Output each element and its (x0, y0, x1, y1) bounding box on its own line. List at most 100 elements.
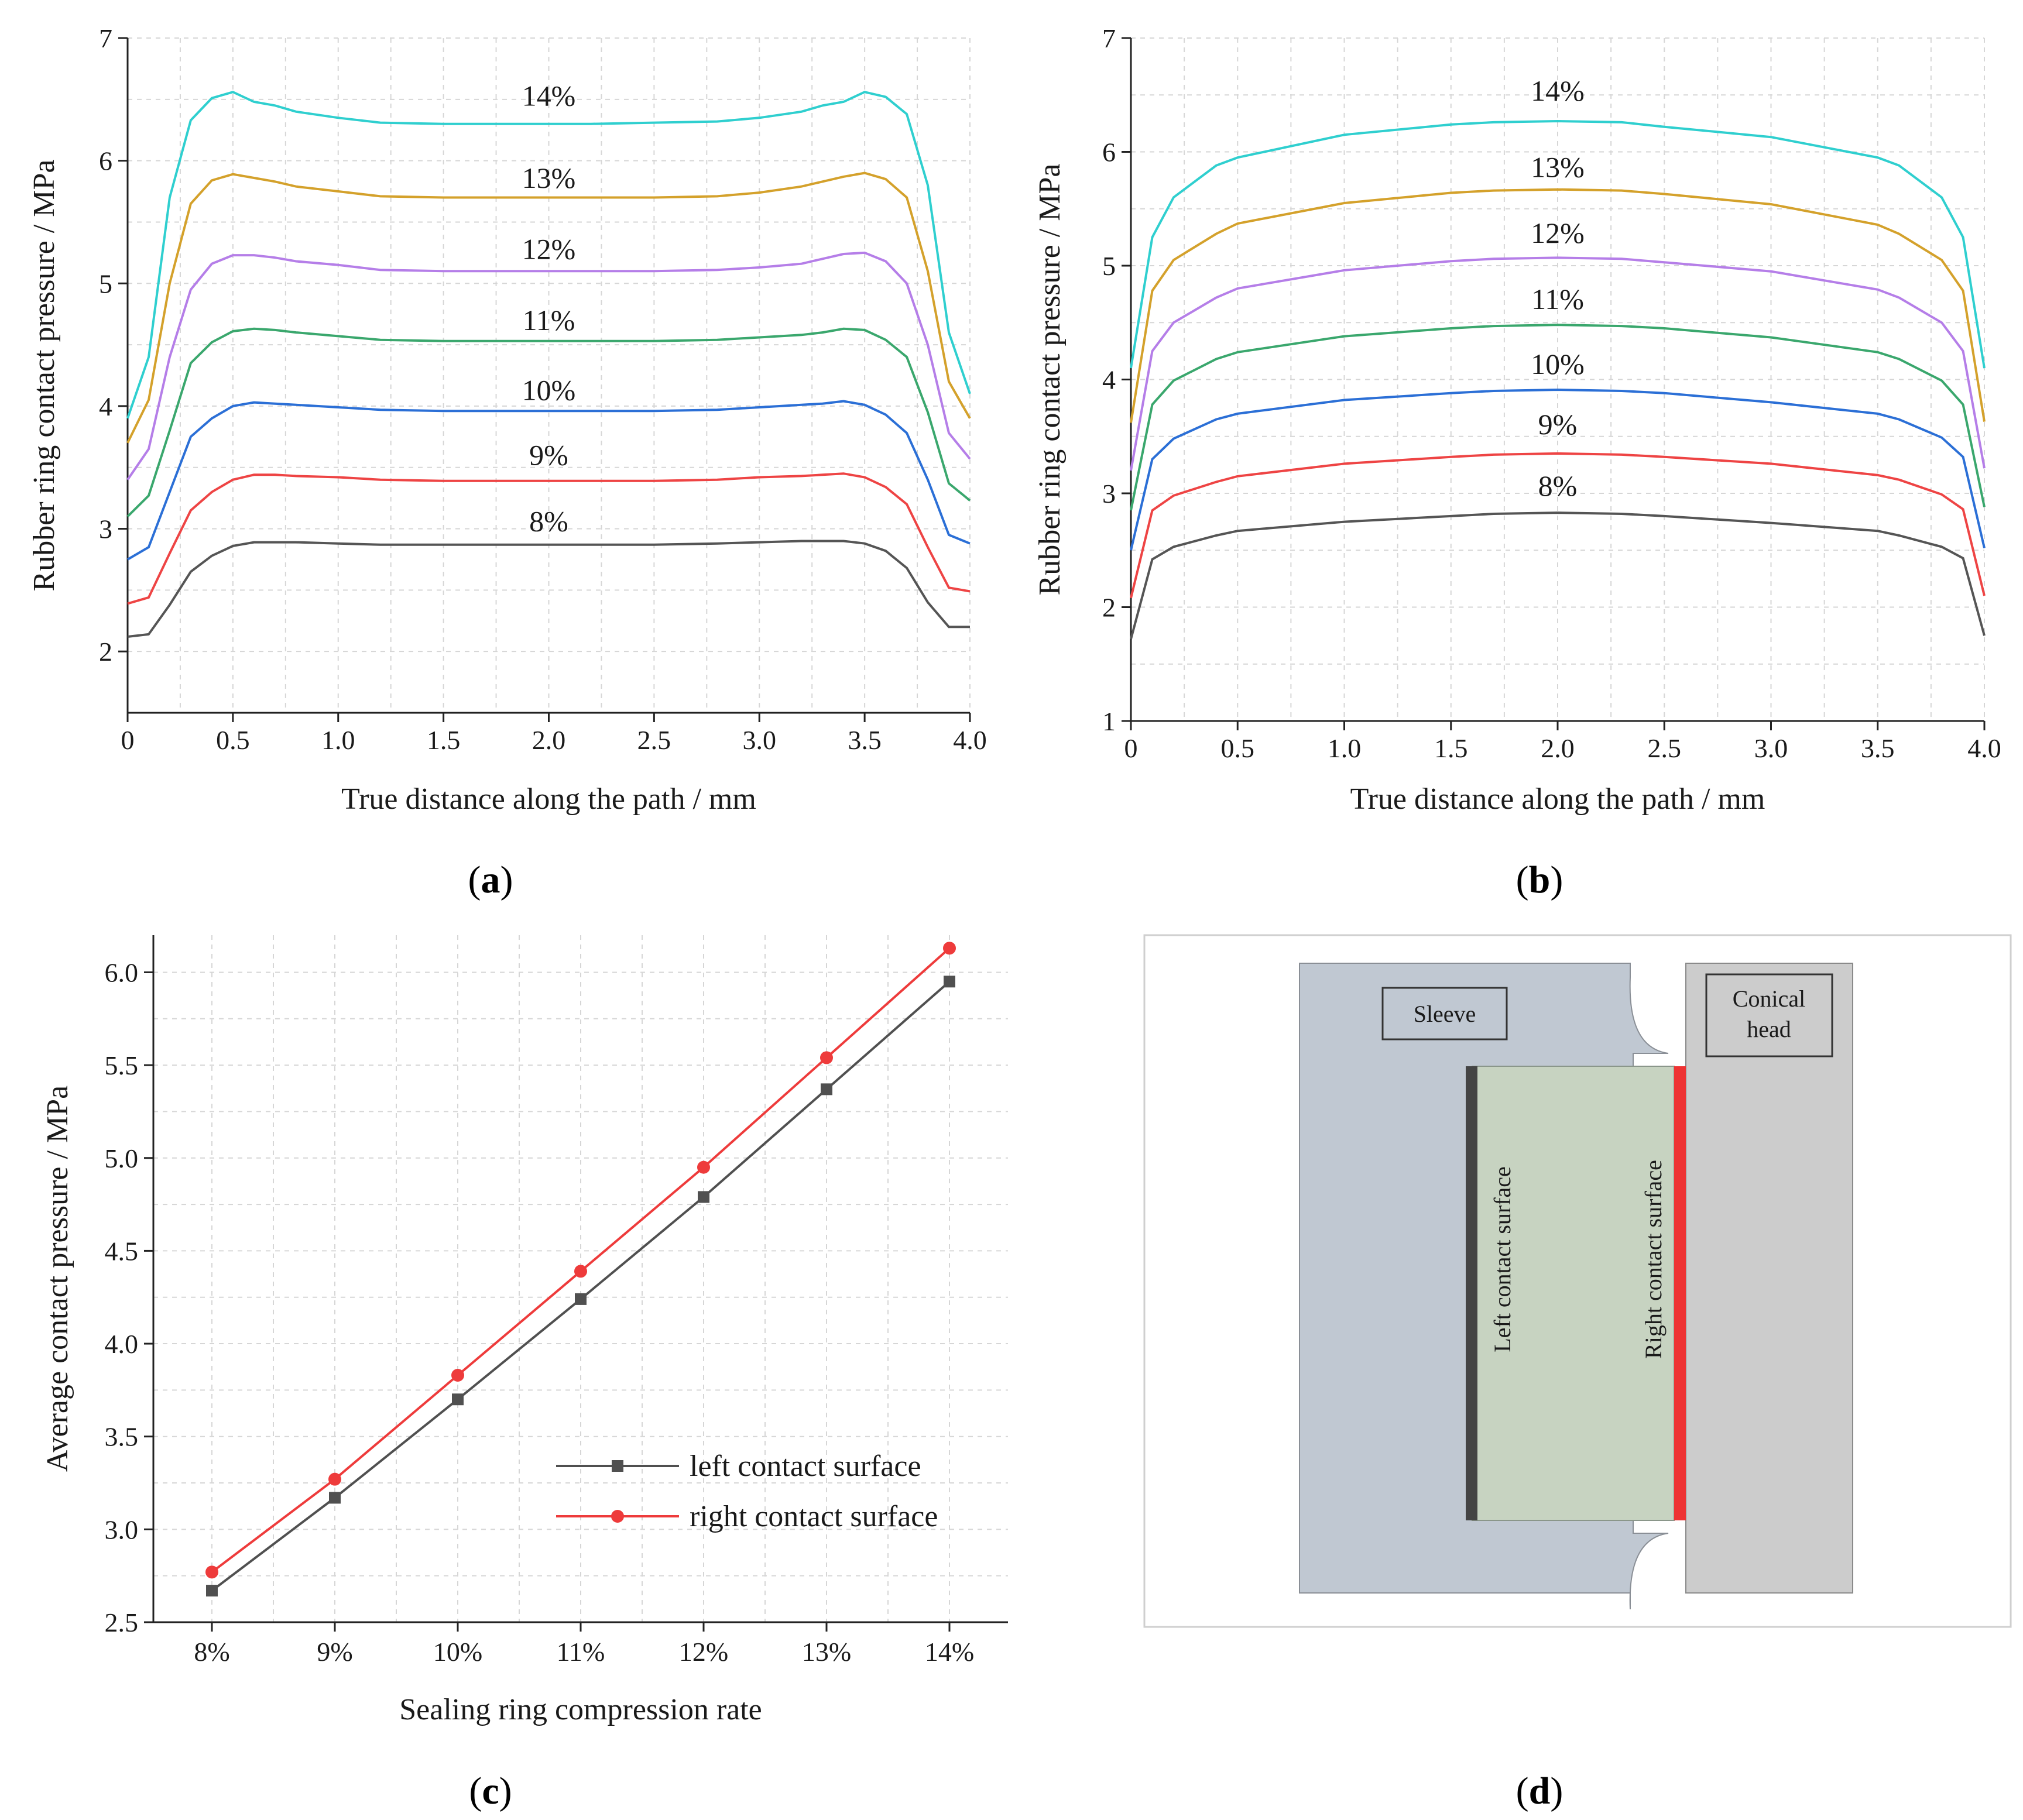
legend-label-0: left contact surface (690, 1450, 921, 1483)
x-tick-label-8: 4.0 (953, 725, 987, 755)
x-tick-label-6: 14% (925, 1637, 974, 1667)
series-line-12% (126, 251, 971, 480)
y-tick-label-5: 7 (99, 23, 112, 53)
x-tick-label-2: 1.0 (1328, 733, 1362, 763)
y-tick-label-4: 4.5 (105, 1236, 139, 1266)
series-line-14% (126, 91, 971, 419)
series-label-14%: 14% (522, 79, 576, 112)
caption-a-letter: a (481, 859, 500, 901)
right-contact-surface-label: Right contact surface (1640, 1160, 1667, 1359)
conical-head-body (1685, 963, 1853, 1594)
x-tick-label-2: 1.0 (321, 725, 355, 755)
x-tick-label-3: 11% (557, 1637, 605, 1667)
series-0-point-3 (575, 1293, 587, 1305)
series-line-11% (126, 327, 971, 518)
series-label-13%: 13% (1531, 150, 1585, 183)
y-axis-title: Rubber ring contact pressure / MPa (28, 160, 61, 592)
y-tick-label-7: 6.0 (105, 957, 139, 987)
x-tick-label-1: 0.5 (1221, 733, 1255, 763)
x-tick-label-7: 3.5 (1861, 733, 1895, 763)
series-0-point-5 (821, 1083, 832, 1096)
panel-c-chart: 8% 9% 10% 11% 12% 13% 14% 2.5 3.0 3.5 4.0 4.5 5.0 5.5… (41, 935, 1008, 1726)
caption-c: (c) (469, 1770, 512, 1812)
series-0-point-4 (698, 1191, 709, 1203)
series-line-8% (1130, 511, 1986, 640)
panel-b-chart: 0 0.5 1.0 1.5 2.0 2.5 3.0 3.5 4.0 1 2 3 4 5 6 7 True dis… (1033, 23, 2001, 816)
y-tick-label-1: 2 (1102, 593, 1116, 623)
series-line-13% (1130, 188, 1986, 423)
x-tick-label-5: 2.5 (1648, 733, 1682, 763)
y-tick-label-2: 3 (1102, 479, 1116, 509)
y-tick-label-1: 3 (99, 514, 112, 544)
series-label-14%: 14% (1531, 74, 1585, 107)
x-tick-label-6: 3.0 (743, 725, 777, 755)
x-axis-title: True distance along the path / mm (1350, 782, 1765, 816)
x-tick-label-4: 2.0 (1541, 733, 1575, 763)
x-tick-label-1: 9% (317, 1637, 352, 1667)
y-tick-label-3: 4.0 (105, 1329, 139, 1359)
legend-marker-0 (612, 1460, 623, 1472)
series-label-12%: 12% (1531, 217, 1585, 249)
caption-b-letter: b (1529, 859, 1551, 901)
x-tick-label-3: 1.5 (427, 725, 461, 755)
caption-a: (a) (468, 859, 513, 901)
y-tick-label-1: 3.0 (105, 1515, 139, 1544)
y-tick-label-3: 5 (99, 269, 112, 298)
y-tick-label-5: 5.0 (105, 1143, 139, 1173)
series-line-12% (1130, 256, 1986, 471)
legend-label-1: right contact surface (690, 1500, 938, 1533)
series-1-point-0 (205, 1565, 218, 1579)
series-label-9%: 9% (529, 439, 568, 472)
y-tick-label-0: 1 (1102, 706, 1116, 736)
x-tick-label-7: 3.5 (848, 725, 882, 755)
x-tick-label-6: 3.0 (1754, 733, 1788, 763)
y-axis-title: Rubber ring contact pressure / MPa (1033, 164, 1067, 596)
series-line-9% (1130, 452, 1986, 599)
series-1-point-2 (451, 1368, 464, 1382)
y-tick-label-4: 5 (1102, 251, 1116, 281)
panel-d-diagram: Sleeve Conical head Left contact surface… (1143, 934, 2012, 1628)
series-label-10%: 10% (1531, 348, 1585, 380)
series-line-11% (1130, 324, 1986, 511)
series-line-10% (126, 400, 971, 561)
left-contact-surface-label: Left contact surface (1489, 1166, 1515, 1352)
series-0-point-1 (329, 1492, 341, 1504)
x-tick-label-0: 0 (121, 725, 135, 755)
series-1-point-4 (697, 1160, 710, 1174)
sleeve-label: Sleeve (1414, 1001, 1476, 1027)
x-tick-label-5: 13% (802, 1637, 851, 1667)
series-0-point-0 (206, 1585, 218, 1597)
x-tick-label-8: 4.0 (1967, 733, 2001, 763)
series-line-9% (127, 472, 971, 605)
series-label-12%: 12% (522, 232, 576, 265)
series-1-point-3 (574, 1265, 587, 1278)
y-tick-label-2: 4 (99, 392, 112, 421)
y-tick-label-5: 6 (1102, 138, 1116, 167)
x-tick-label-4: 12% (679, 1637, 728, 1667)
right-contact-surface-bar (1674, 1066, 1686, 1520)
x-tick-label-0: 0 (1124, 733, 1138, 763)
series-label-11%: 11% (1531, 283, 1584, 315)
y-tick-label-3: 4 (1102, 365, 1116, 395)
caption-b: (b) (1516, 859, 1563, 901)
left-contact-surface-bar (1466, 1066, 1477, 1520)
y-axis-title: Average contact pressure / MPa (41, 1086, 74, 1472)
x-tick-label-2: 10% (433, 1637, 482, 1667)
y-tick-label-2: 3.5 (105, 1422, 139, 1452)
series-1-point-5 (820, 1051, 833, 1064)
y-tick-label-6: 7 (1102, 23, 1116, 53)
y-tick-label-4: 6 (99, 146, 112, 176)
series-0-point-6 (944, 976, 955, 988)
series-label-8%: 8% (1538, 469, 1578, 502)
conical-head-label-box (1705, 973, 1833, 1057)
series-line-13% (126, 171, 971, 444)
caption-d-letter: d (1529, 1770, 1551, 1812)
legend-marker-1 (611, 1510, 624, 1523)
conical-head-label-line1: Conical (1733, 985, 1805, 1012)
x-tick-label-3: 1.5 (1434, 733, 1468, 763)
series-label-9%: 9% (1538, 408, 1578, 441)
y-tick-label-0: 2 (99, 637, 112, 667)
series-label-11%: 11% (523, 304, 575, 336)
series-label-8%: 8% (529, 505, 568, 538)
